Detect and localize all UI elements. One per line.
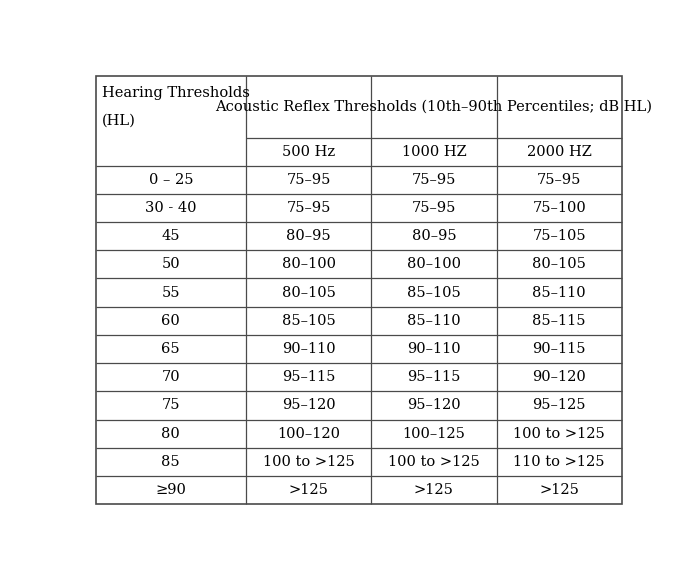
Text: Acoustic Reflex Thresholds (10th–90th Percentiles; dB HL): Acoustic Reflex Thresholds (10th–90th Pe… <box>216 100 652 114</box>
Text: 85–115: 85–115 <box>533 314 586 328</box>
Text: 100 to >125: 100 to >125 <box>262 455 354 469</box>
Text: 0 – 25: 0 – 25 <box>148 173 193 187</box>
Text: 500 Hz: 500 Hz <box>282 145 335 158</box>
Text: 80–105: 80–105 <box>281 285 335 300</box>
Text: 95–115: 95–115 <box>282 370 335 384</box>
Text: 90–110: 90–110 <box>282 342 335 356</box>
Text: 100 to >125: 100 to >125 <box>388 455 480 469</box>
Text: 80–95: 80–95 <box>412 229 456 243</box>
Text: 85: 85 <box>162 455 180 469</box>
Text: 80–95: 80–95 <box>286 229 331 243</box>
Text: 75–95: 75–95 <box>412 201 456 215</box>
Text: 75–105: 75–105 <box>533 229 586 243</box>
Text: 80–100: 80–100 <box>281 257 335 272</box>
Text: 110 to >125: 110 to >125 <box>514 455 605 469</box>
Text: 95–115: 95–115 <box>407 370 461 384</box>
Text: 60: 60 <box>162 314 180 328</box>
Text: 75: 75 <box>162 398 180 413</box>
Text: >125: >125 <box>288 483 328 497</box>
Text: 75–95: 75–95 <box>537 173 582 187</box>
Text: 95–125: 95–125 <box>533 398 586 413</box>
Text: 2000 HZ: 2000 HZ <box>527 145 592 158</box>
Text: 100 to >125: 100 to >125 <box>513 426 605 441</box>
Text: 100–125: 100–125 <box>402 426 466 441</box>
Text: 100–120: 100–120 <box>277 426 340 441</box>
Text: 70: 70 <box>162 370 180 384</box>
Text: 95–120: 95–120 <box>282 398 335 413</box>
Text: 85–105: 85–105 <box>407 285 461 300</box>
Text: 95–120: 95–120 <box>407 398 461 413</box>
Text: 90–115: 90–115 <box>533 342 586 356</box>
Text: 1000 HZ: 1000 HZ <box>402 145 466 158</box>
Text: >125: >125 <box>539 483 579 497</box>
Text: 85–105: 85–105 <box>282 314 335 328</box>
Text: 90–120: 90–120 <box>532 370 586 384</box>
Text: 65: 65 <box>162 342 180 356</box>
Text: 30 - 40: 30 - 40 <box>145 201 197 215</box>
Text: 55: 55 <box>162 285 180 300</box>
Text: 45: 45 <box>162 229 180 243</box>
Text: 75–100: 75–100 <box>532 201 586 215</box>
Text: ≥90: ≥90 <box>155 483 186 497</box>
Text: 85–110: 85–110 <box>533 285 586 300</box>
Text: >125: >125 <box>414 483 454 497</box>
Text: 75–95: 75–95 <box>286 201 331 215</box>
Text: 50: 50 <box>162 257 180 272</box>
Text: 80: 80 <box>162 426 180 441</box>
Text: 85–110: 85–110 <box>407 314 461 328</box>
Text: Hearing Thresholds: Hearing Thresholds <box>102 86 250 100</box>
Text: 75–95: 75–95 <box>286 173 331 187</box>
Text: (HL): (HL) <box>102 113 136 127</box>
Text: 80–100: 80–100 <box>407 257 461 272</box>
Text: 90–110: 90–110 <box>407 342 461 356</box>
Text: 80–105: 80–105 <box>532 257 586 272</box>
Text: 75–95: 75–95 <box>412 173 456 187</box>
